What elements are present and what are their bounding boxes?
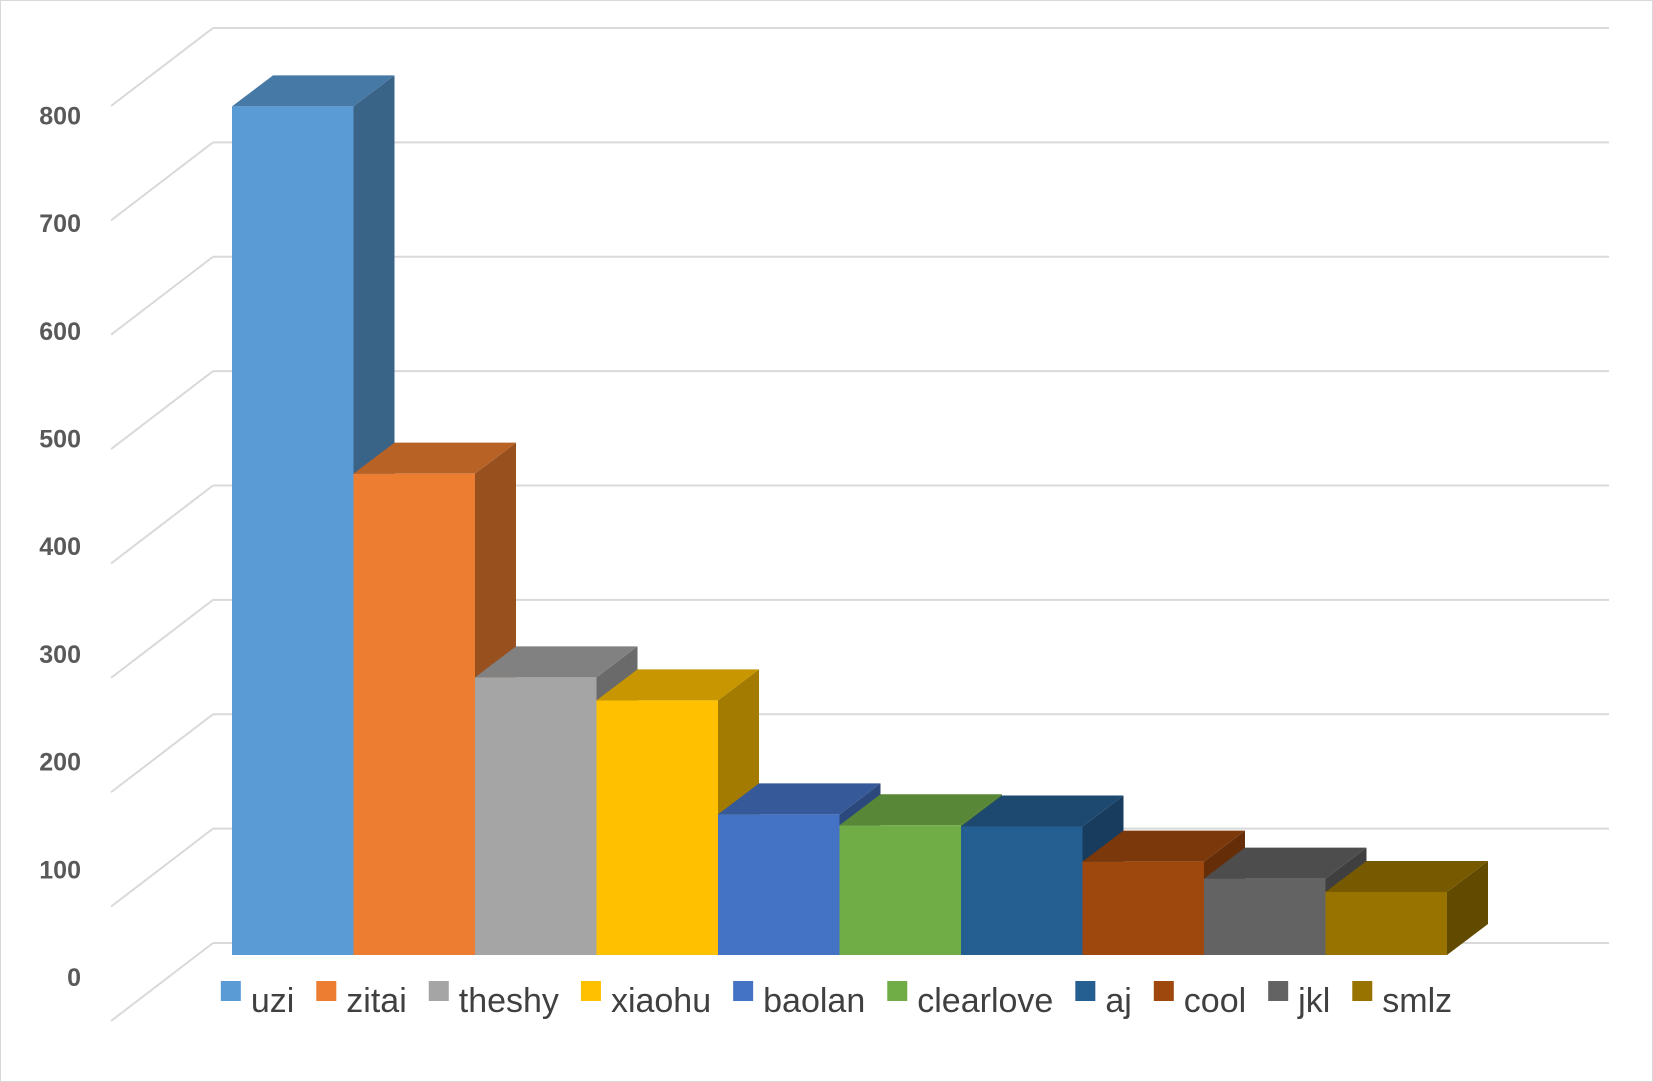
gridline-side xyxy=(110,370,214,450)
gridline-side xyxy=(110,713,214,794)
y-tick-label: 800 xyxy=(39,102,81,130)
bar-front-smlz xyxy=(1325,891,1447,955)
bar-front-xiaohu xyxy=(596,700,718,955)
y-tick-label: 100 xyxy=(39,856,81,884)
legend-item-uzi: uzi xyxy=(220,981,294,1020)
y-tick-label: 400 xyxy=(39,533,81,561)
bar-top-zitai xyxy=(353,442,516,474)
legend-item-cool: cool xyxy=(1153,981,1246,1020)
bar-top-cool xyxy=(1082,830,1245,862)
legend-swatch-jkl xyxy=(1268,981,1289,1001)
legend-label-theshy: theshy xyxy=(459,982,559,1020)
legend-item-aj: aj xyxy=(1075,981,1132,1020)
legend-swatch-clearlove xyxy=(887,981,908,1001)
bar-smlz xyxy=(1325,860,1488,955)
gridline-side xyxy=(110,255,214,336)
gridline-side xyxy=(110,27,214,107)
gridline-side xyxy=(110,484,214,565)
legend-swatch-uzi xyxy=(220,981,241,1001)
y-tick-label: 300 xyxy=(39,641,81,669)
bar-top-aj xyxy=(961,795,1124,827)
legend-swatch-aj xyxy=(1075,981,1096,1001)
legend-swatch-theshy xyxy=(428,981,449,1001)
y-tick-label: 200 xyxy=(39,749,81,777)
legend-swatch-cool xyxy=(1153,981,1174,1001)
bar-front-clearlove xyxy=(839,825,961,955)
legend-item-zitai: zitai xyxy=(316,981,407,1020)
y-tick-label: 600 xyxy=(39,318,81,346)
bar-top-smlz xyxy=(1325,860,1488,892)
legend-item-theshy: theshy xyxy=(428,981,559,1020)
y-axis-ticks: 0 100 200 300 400 500 600 700 800 xyxy=(39,102,81,992)
gridline-side xyxy=(110,599,214,679)
legend-item-xiaohu: xiaohu xyxy=(580,981,711,1020)
legend-item-jkl: jkl xyxy=(1268,981,1330,1020)
bar-top-xiaohu xyxy=(596,669,759,701)
bar-front-jkl xyxy=(1204,878,1326,955)
legend-swatch-xiaohu xyxy=(580,981,601,1001)
bar-front-uzi xyxy=(232,106,354,955)
bar-top-clearlove xyxy=(839,794,1002,826)
legend-label-aj: aj xyxy=(1105,982,1131,1020)
bar-front-theshy xyxy=(475,677,597,955)
legend-label-clearlove: clearlove xyxy=(917,982,1053,1020)
bar-top-jkl xyxy=(1204,847,1367,879)
legend-swatch-smlz xyxy=(1352,981,1373,1001)
legend-item-clearlove: clearlove xyxy=(887,981,1053,1020)
bar-top-uzi xyxy=(232,75,395,107)
legend: uzi zitai theshy xiaohu baolan clearlove aj coo… xyxy=(220,981,1452,1020)
y-tick-label: 0 xyxy=(67,964,81,992)
legend-label-cool: cool xyxy=(1184,982,1246,1020)
gridline-side xyxy=(110,942,214,1022)
legend-swatch-baolan xyxy=(733,981,754,1001)
legend-label-zitai: zitai xyxy=(346,982,406,1020)
legend-label-smlz: smlz xyxy=(1382,982,1452,1020)
bar-front-baolan xyxy=(718,814,840,955)
legend-label-jkl: jkl xyxy=(1297,982,1330,1020)
legend-swatch-zitai xyxy=(316,981,337,1001)
y-tick-label: 700 xyxy=(39,210,81,238)
legend-label-uzi: uzi xyxy=(251,982,294,1020)
legend-label-xiaohu: xiaohu xyxy=(611,982,711,1020)
gridline-side xyxy=(110,141,214,222)
legend-label-baolan: baolan xyxy=(763,982,865,1020)
y-tick-label: 500 xyxy=(39,426,81,454)
bar-side-smlz xyxy=(1447,860,1488,955)
gridline-side xyxy=(110,827,214,908)
bars xyxy=(232,75,1488,955)
bar-front-aj xyxy=(961,826,1083,955)
bar-front-cool xyxy=(1082,861,1204,955)
legend-item-baolan: baolan xyxy=(733,981,865,1020)
legend-item-smlz: smlz xyxy=(1352,981,1452,1020)
bar-top-baolan xyxy=(718,783,881,815)
bar-top-theshy xyxy=(475,646,638,678)
bar-front-zitai xyxy=(353,473,475,955)
